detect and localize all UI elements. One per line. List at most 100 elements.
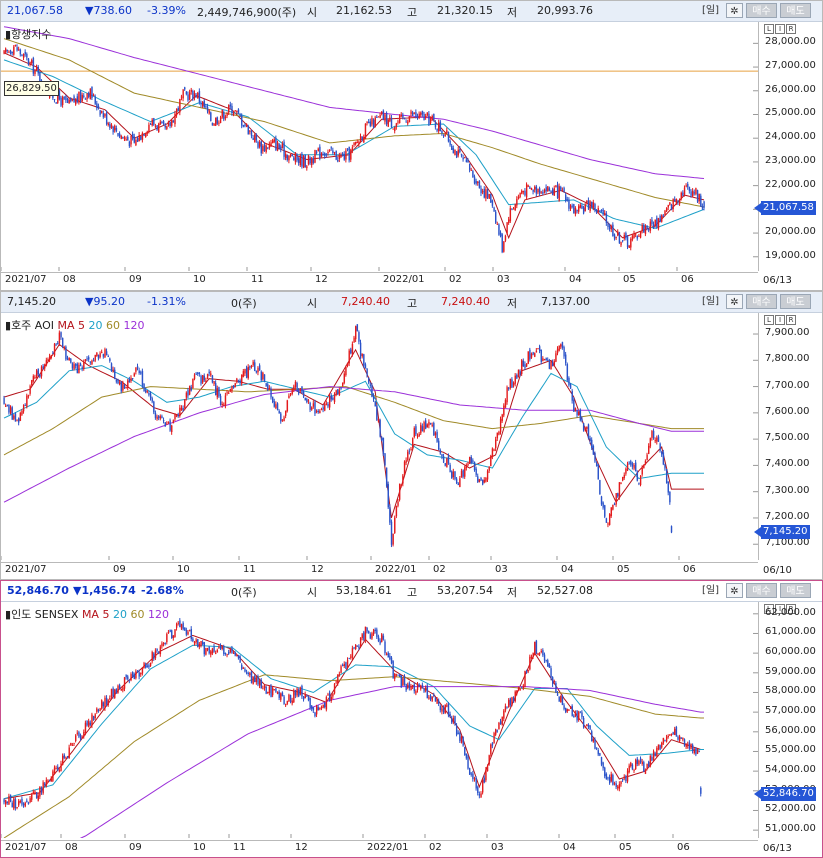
candlestick-plot[interactable]: ▮항생지수 26,829.50 — [1, 22, 759, 271]
gear-icon[interactable]: ✲ — [726, 3, 743, 18]
candle-body — [342, 382, 344, 387]
candle-body — [434, 432, 437, 436]
candle-body — [146, 665, 149, 667]
candle-body — [517, 196, 520, 199]
chart-panel-hangseng[interactable]: 21,067.58 ▼738.60 -3.39% 2,449,746,900(주… — [0, 0, 823, 291]
candle-body — [548, 664, 551, 668]
candle-body — [32, 57, 35, 74]
candle-body — [273, 401, 276, 407]
candle-body — [438, 122, 440, 132]
candle-body — [470, 456, 473, 463]
chart-panel-asx[interactable]: 7,145.20 ▼95.20 -1.31% 0(주) 시 7,240.40 고… — [0, 291, 823, 580]
period-selector[interactable]: [일] — [701, 585, 719, 596]
candle-body — [591, 201, 593, 208]
date-tick: 12 — [311, 564, 324, 575]
candle-body — [486, 471, 489, 480]
candle-body — [288, 155, 290, 161]
candle-body — [623, 235, 626, 239]
candle-body — [35, 67, 38, 71]
gear-icon[interactable]: ✲ — [726, 583, 743, 598]
candle-body — [379, 640, 381, 644]
candle-body — [171, 425, 173, 433]
candle-body — [228, 105, 230, 113]
candle-body — [223, 112, 225, 120]
candle-body — [488, 466, 490, 471]
candle-body — [268, 143, 271, 148]
candle-body — [597, 464, 599, 480]
candle-body — [26, 800, 28, 803]
buy-button[interactable]: 매수 — [746, 294, 777, 309]
candlestick-plot[interactable]: ▮호주 AOI MA 5 20 60 120 — [1, 313, 759, 560]
candle-body — [237, 655, 240, 659]
candle-body — [286, 155, 289, 160]
candle-body — [301, 153, 303, 167]
candle-body — [566, 364, 569, 381]
price-tick: 7,900.00 — [765, 327, 810, 339]
candle-body — [223, 647, 225, 655]
candle-body — [70, 98, 72, 102]
chart-panel-sensex[interactable]: 52,846.70 ▼1,456.74 -2.68% 0(주) 시 53,184… — [0, 580, 823, 858]
candle-body — [203, 642, 206, 655]
candle-body — [665, 736, 668, 742]
candle-body — [257, 367, 259, 373]
candle-body — [346, 148, 349, 150]
candle-body — [312, 403, 315, 407]
candle-body — [586, 426, 588, 429]
period-selector[interactable]: [일] — [701, 5, 719, 16]
candle-body — [599, 210, 601, 213]
candle-body — [662, 738, 665, 744]
period-selector[interactable]: [일] — [701, 296, 719, 307]
candle-body — [654, 220, 656, 227]
candle-body — [268, 686, 271, 694]
candle-body — [516, 199, 518, 206]
candle-body — [22, 803, 25, 806]
candle-body — [368, 377, 370, 383]
candle-body — [412, 112, 414, 116]
candle-body — [529, 187, 531, 189]
sell-button[interactable]: 매도 — [780, 3, 811, 18]
candle-body — [203, 375, 206, 381]
candle-body — [296, 154, 298, 161]
candle-body — [79, 90, 82, 101]
candlestick-plot[interactable]: ▮인도 SENSEX MA 5 20 60 120 — [1, 602, 759, 838]
candle-body — [503, 710, 505, 719]
candle-body — [382, 635, 385, 640]
candle-body — [402, 678, 404, 686]
candle-body — [439, 121, 442, 132]
candle-body — [114, 125, 116, 131]
candle-body — [68, 357, 70, 361]
candle-body — [532, 653, 534, 658]
candle-body — [407, 121, 409, 124]
candle-body — [418, 684, 420, 687]
candle-body — [105, 113, 108, 124]
candle-body — [353, 337, 355, 343]
candle-body — [600, 496, 603, 505]
candle-body — [280, 146, 282, 150]
candle-body — [617, 493, 619, 497]
candle-body — [245, 672, 248, 674]
candle-body — [37, 66, 39, 74]
candle-body — [534, 353, 536, 357]
candle-body — [644, 769, 647, 774]
candle-body — [690, 743, 692, 749]
gear-icon[interactable]: ✲ — [726, 294, 743, 309]
candle-body — [236, 110, 238, 113]
date-tick: 03 — [491, 842, 504, 853]
candle-body — [652, 430, 655, 439]
candle-body — [320, 707, 323, 709]
candle-body — [255, 370, 258, 373]
date-tick: 10 — [193, 842, 206, 853]
candle-body — [672, 198, 674, 210]
buy-button[interactable]: 매수 — [746, 3, 777, 18]
sell-button[interactable]: 매도 — [780, 294, 811, 309]
candle-body — [561, 696, 564, 705]
candle-body — [561, 189, 564, 191]
sell-button[interactable]: 매도 — [780, 583, 811, 598]
candle-body — [211, 648, 214, 654]
buy-button[interactable]: 매수 — [746, 583, 777, 598]
candle-body — [319, 708, 321, 710]
candle-body — [442, 706, 445, 713]
